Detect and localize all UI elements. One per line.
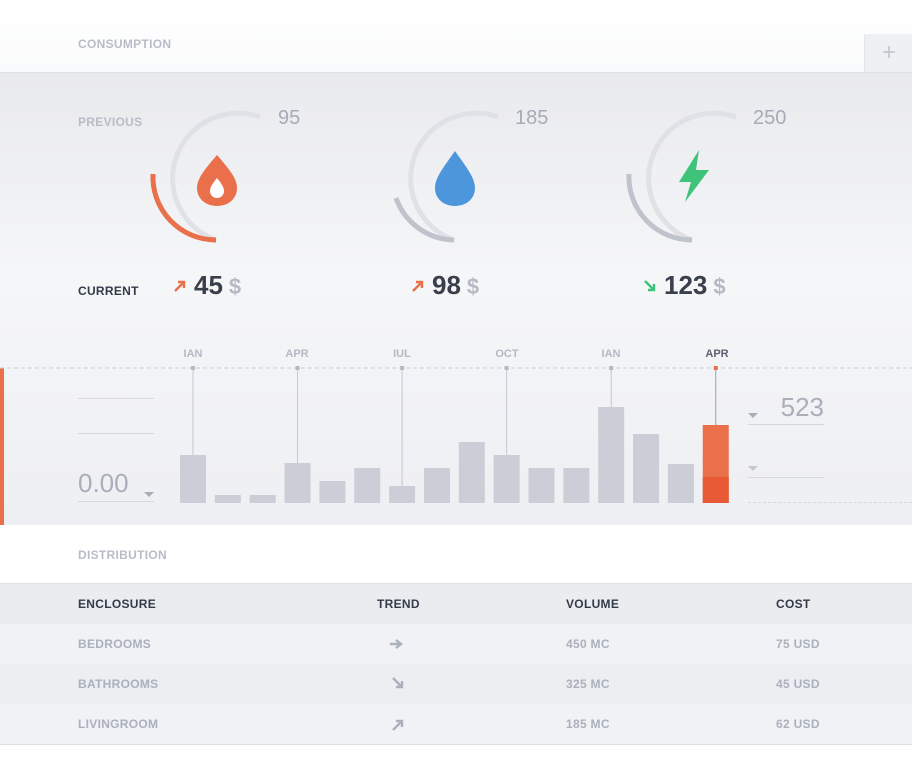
bar[interactable]	[249, 495, 276, 503]
month-label: OCT	[495, 348, 519, 360]
month-marker-dot	[400, 366, 405, 370]
trend-down-icon	[644, 280, 656, 292]
month-label: IAN	[183, 348, 203, 360]
gauge-gas-max: 95	[278, 107, 301, 129]
gauge-electricity-max: 250	[753, 107, 787, 129]
bar[interactable]	[214, 495, 241, 503]
trend-up-icon	[412, 280, 424, 292]
currency-symbol: $	[466, 274, 480, 299]
trend-down-icon	[391, 664, 405, 704]
current-gas: 45 $	[172, 270, 241, 301]
distribution-header: DISTRIBUTION	[0, 526, 912, 584]
month-label: IUL	[393, 348, 411, 360]
gauge-electricity	[626, 110, 737, 243]
right-secondary-select[interactable]	[748, 458, 824, 478]
table-row[interactable]: BEDROOMS 450 MC 75 USD	[0, 624, 912, 665]
left-value-select[interactable]: 0.00	[78, 468, 154, 502]
left-slider-line	[78, 433, 154, 434]
column-header-volume[interactable]: VOLUME	[566, 597, 620, 611]
right-baseline	[748, 502, 912, 503]
table-row[interactable]: BATHROOMS 325 MC 45 USD	[0, 664, 912, 705]
current-water: 98 $	[410, 270, 479, 301]
bar[interactable]	[528, 468, 555, 503]
bar[interactable]	[180, 455, 206, 503]
distribution-table: ENCLOSURE TREND VOLUME COST BEDROOMS 450…	[0, 584, 912, 745]
current-gas-value: 45	[194, 270, 223, 300]
add-button[interactable]: +	[864, 34, 912, 72]
consumption-bar-chart	[0, 366, 912, 503]
bar[interactable]	[633, 434, 660, 503]
water-drop-icon	[435, 151, 475, 206]
chevron-down-icon	[144, 492, 154, 497]
consumption-panel	[0, 73, 912, 525]
bar[interactable]	[319, 481, 346, 503]
previous-label: PREVIOUS	[78, 115, 143, 129]
month-marker-dot	[609, 366, 614, 370]
consumption-header: CONSUMPTION	[0, 0, 912, 73]
right-value: 523	[780, 392, 824, 422]
volume-cell: 185 MC	[566, 717, 610, 731]
section-title-distribution: DISTRIBUTION	[78, 548, 167, 562]
bar[interactable]	[389, 486, 416, 503]
volume-cell: 450 MC	[566, 637, 610, 651]
left-value: 0.00	[78, 468, 129, 498]
gauge-water	[393, 110, 499, 243]
cost-cell: 45 USD	[776, 677, 820, 691]
chevron-down-icon	[748, 413, 758, 418]
month-marker-dot	[191, 366, 195, 370]
flame-icon	[197, 155, 237, 206]
trend-up-icon	[174, 280, 186, 292]
bar[interactable]	[667, 464, 694, 503]
current-water-value: 98	[432, 270, 461, 300]
cost-cell: 75 USD	[776, 637, 820, 651]
left-slider-line	[78, 398, 154, 399]
cost-cell: 62 USD	[776, 717, 820, 731]
volume-cell: 325 MC	[566, 677, 610, 691]
trend-flat-icon	[389, 624, 403, 664]
current-electricity-value: 123	[664, 270, 708, 300]
column-header-cost[interactable]: COST	[776, 597, 811, 611]
right-value-select[interactable]: 523	[748, 392, 824, 425]
column-header-trend[interactable]: TREND	[377, 597, 420, 611]
currency-symbol: $	[713, 274, 726, 299]
month-label: IAN	[601, 348, 621, 360]
month-marker-dot	[713, 366, 718, 370]
bar[interactable]	[423, 468, 450, 503]
chart-accent-bar	[0, 368, 4, 525]
bar[interactable]	[563, 468, 590, 503]
enclosure-cell: BATHROOMS	[78, 677, 159, 691]
current-label: CURRENT	[78, 284, 139, 298]
table-header-row: ENCLOSURE TREND VOLUME COST	[0, 584, 912, 625]
section-title-consumption: CONSUMPTION	[78, 37, 172, 51]
currency-symbol: $	[228, 274, 242, 299]
plus-icon: +	[881, 39, 896, 66]
month-label-active: APR	[705, 348, 729, 360]
enclosure-cell: BEDROOMS	[78, 637, 152, 651]
bar[interactable]	[284, 463, 311, 503]
table-row[interactable]: LIVINGROOM 185 MC 62 USD	[0, 704, 912, 745]
current-electricity: 123 $	[642, 270, 726, 301]
month-label: APR	[285, 348, 309, 360]
gauge-gas	[150, 110, 261, 243]
bar[interactable]	[354, 468, 381, 503]
month-marker-dot	[295, 366, 300, 370]
enclosure-cell: LIVINGROOM	[78, 717, 159, 731]
trend-up-icon	[391, 704, 405, 744]
bar-highlighted-base	[702, 477, 729, 503]
bar[interactable]	[598, 407, 625, 503]
lightning-icon	[679, 150, 709, 202]
column-header-enclosure[interactable]: ENCLOSURE	[78, 597, 157, 611]
bar[interactable]	[493, 455, 520, 503]
chevron-down-icon	[748, 466, 758, 471]
month-marker-dot	[504, 366, 509, 370]
gauge-water-max: 185	[515, 107, 549, 129]
bar[interactable]	[458, 442, 485, 503]
